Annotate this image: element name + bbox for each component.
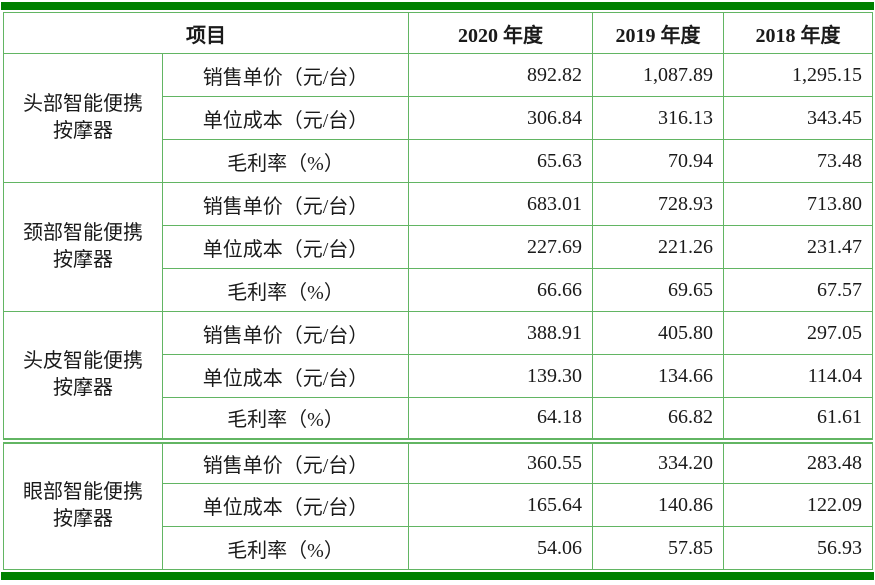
value-2018: 73.48 xyxy=(723,139,873,183)
metric-label: 销售单价（元/台） xyxy=(162,311,409,355)
table-row: 头皮智能便携 按摩器 销售单价（元/台） 388.91 405.80 297.0… xyxy=(3,311,873,441)
value-2020: 54.06 xyxy=(408,526,593,570)
value-2018: 114.04 xyxy=(723,354,873,398)
metric-label: 单位成本（元/台） xyxy=(162,354,409,398)
metric-label: 单位成本（元/台） xyxy=(162,96,409,140)
value-2019: 728.93 xyxy=(592,182,724,226)
table-row: 单位成本（元/台） 139.30 134.66 114.04 xyxy=(4,354,873,398)
value-2018: 713.80 xyxy=(723,182,873,226)
table-row: 毛利率（%） 54.06 57.85 56.93 xyxy=(4,526,873,570)
group-name-line2: 按摩器 xyxy=(53,249,113,271)
value-2018: 343.45 xyxy=(723,96,873,140)
header-row: 项目 2020 年度 2019 年度 2018 年度 xyxy=(3,12,873,54)
group-name-line2: 按摩器 xyxy=(53,376,113,399)
table-row: 毛利率（%） 64.18 66.82 61.61 xyxy=(4,397,873,441)
value-2019: 57.85 xyxy=(592,526,724,570)
metric-label: 毛利率（%） xyxy=(162,139,409,183)
group-name-eye: 眼部智能便携 按摩器 xyxy=(3,437,163,570)
metric-label: 毛利率（%） xyxy=(162,397,409,441)
value-2020: 388.91 xyxy=(408,311,593,355)
value-2019: 1,087.89 xyxy=(592,53,724,97)
header-year-2020: 2020 年度 xyxy=(408,12,593,54)
group-name-neck: 颈部智能便携 按摩器 xyxy=(3,182,163,312)
metric-label: 销售单价（元/台） xyxy=(162,437,409,484)
value-2019: 140.86 xyxy=(592,483,724,527)
metric-label: 毛利率（%） xyxy=(162,268,409,312)
value-2018: 283.48 xyxy=(723,437,873,484)
value-2019: 66.82 xyxy=(592,397,724,441)
group-name-line1: 眼部智能便携 xyxy=(23,481,143,504)
metric-label: 单位成本（元/台） xyxy=(162,483,409,527)
metric-label: 销售单价（元/台） xyxy=(162,182,409,226)
value-2018: 231.47 xyxy=(723,225,873,269)
product-margin-table: 项目 2020 年度 2019 年度 2018 年度 头部智能便携 按摩器 销售… xyxy=(3,12,873,570)
table-row: 毛利率（%） 65.63 70.94 73.48 xyxy=(4,139,873,183)
metric-label: 销售单价（元/台） xyxy=(162,53,409,97)
value-2019: 316.13 xyxy=(592,96,724,140)
table-row: 毛利率（%） 66.66 69.65 67.57 xyxy=(4,268,873,312)
value-2020: 683.01 xyxy=(408,182,593,226)
group-name-line2: 按摩器 xyxy=(53,120,113,142)
table-row: 颈部智能便携 按摩器 销售单价（元/台） 683.01 728.93 713.8… xyxy=(3,182,873,312)
metric-label: 单位成本（元/台） xyxy=(162,225,409,269)
value-2020: 64.18 xyxy=(408,397,593,441)
value-2018: 61.61 xyxy=(723,397,873,441)
table-row: 单位成本（元/台） 227.69 221.26 231.47 xyxy=(4,225,873,269)
value-2018: 122.09 xyxy=(723,483,873,527)
value-2019: 70.94 xyxy=(592,139,724,183)
value-2018: 1,295.15 xyxy=(723,53,873,97)
group-name-line1: 颈部智能便携 xyxy=(23,222,143,244)
value-2020: 139.30 xyxy=(408,354,593,398)
table-row: 单位成本（元/台） 165.64 140.86 122.09 xyxy=(4,483,873,527)
value-2018: 297.05 xyxy=(723,311,873,355)
group-name-head: 头部智能便携 按摩器 xyxy=(3,53,163,183)
bottom-rule-bar xyxy=(1,572,874,580)
value-2018: 56.93 xyxy=(723,526,873,570)
value-2020: 892.82 xyxy=(408,53,593,97)
value-2019: 134.66 xyxy=(592,354,724,398)
top-rule-bar xyxy=(1,2,874,10)
group-name-scalp: 头皮智能便携 按摩器 xyxy=(3,311,163,441)
group-name-line1: 头部智能便携 xyxy=(23,93,143,115)
group-name-line2: 按摩器 xyxy=(53,508,113,531)
table-row: 眼部智能便携 按摩器 销售单价（元/台） 360.55 334.20 283.4… xyxy=(3,437,873,570)
value-2020: 66.66 xyxy=(408,268,593,312)
value-2020: 227.69 xyxy=(408,225,593,269)
value-2020: 360.55 xyxy=(408,437,593,484)
table-row: 单位成本（元/台） 306.84 316.13 343.45 xyxy=(4,96,873,140)
value-2019: 221.26 xyxy=(592,225,724,269)
header-item: 项目 xyxy=(3,12,409,54)
value-2019: 334.20 xyxy=(592,437,724,484)
value-2020: 65.63 xyxy=(408,139,593,183)
header-year-2019: 2019 年度 xyxy=(592,12,724,54)
group-name-line1: 头皮智能便携 xyxy=(23,349,143,372)
value-2019: 69.65 xyxy=(592,268,724,312)
header-year-2018: 2018 年度 xyxy=(723,12,873,54)
value-2018: 67.57 xyxy=(723,268,873,312)
table-row: 头部智能便携 按摩器 销售单价（元/台） 892.82 1,087.89 1,2… xyxy=(3,53,873,183)
value-2019: 405.80 xyxy=(592,311,724,355)
value-2020: 165.64 xyxy=(408,483,593,527)
metric-label: 毛利率（%） xyxy=(162,526,409,570)
value-2020: 306.84 xyxy=(408,96,593,140)
